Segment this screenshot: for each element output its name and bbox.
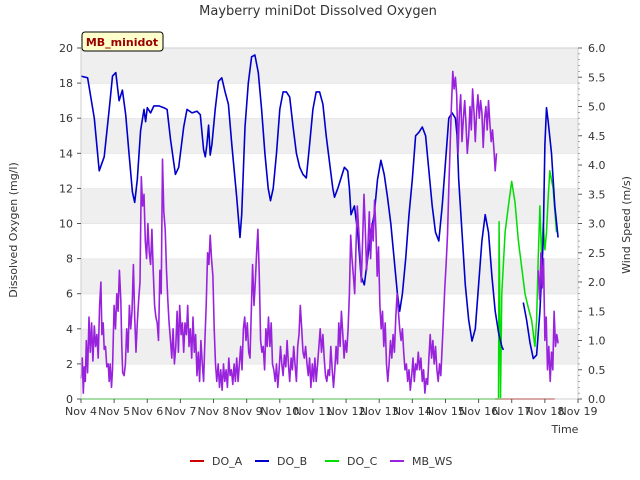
- grid-band: [81, 48, 578, 84]
- x-tick-label: Nov 4: [65, 405, 97, 418]
- y-right-tick-label: 4.0: [588, 159, 606, 172]
- y-right-tick-label: 3.5: [588, 188, 606, 201]
- legend-label: MB_WS: [412, 455, 452, 468]
- grid-band: [81, 223, 578, 259]
- series-line-do-b: [80, 54, 505, 351]
- y-left-tick-label: 12: [59, 182, 73, 195]
- legend-label: DO_B: [277, 455, 307, 468]
- series-line-do-b-late: [522, 106, 559, 360]
- y-left-tick-label: 8: [66, 253, 73, 266]
- x-tick-label: Nov 5: [98, 405, 130, 418]
- grid-band: [81, 118, 578, 154]
- y-left-tick-label: 10: [59, 218, 73, 231]
- x-tick-label: Nov 17: [492, 405, 531, 418]
- y-right-tick-label: 2.5: [588, 247, 606, 260]
- y-right-tick-label: 0.5: [588, 364, 606, 377]
- x-tick-label: Nov 12: [327, 405, 366, 418]
- y-axis-left-label: Dissolved Oxygen (mg/l): [7, 162, 20, 297]
- x-tick-label: Nov 15: [426, 405, 465, 418]
- x-tick-label: Nov 18: [525, 405, 564, 418]
- y-right-tick-label: 2.0: [588, 276, 606, 289]
- y-axis-right: 0.0 0.5 1.0 1.5 2.0 2.5 3.0 3.5 4.0 4.5 5.0 5.5 6.0: [578, 42, 606, 406]
- y-left-tick-label: 18: [59, 77, 73, 90]
- y-left-tick-label: 4: [66, 323, 73, 336]
- x-tick-label: Nov 14: [393, 405, 432, 418]
- y-right-tick-label: 6.0: [588, 42, 606, 55]
- x-tick-label: Nov 9: [231, 405, 263, 418]
- y-right-tick-label: 0.0: [588, 393, 606, 406]
- grid-band: [81, 188, 578, 224]
- site-label: MB_minidot: [86, 36, 158, 49]
- y-right-tick-label: 4.5: [588, 130, 606, 143]
- x-tick-label: Nov 8: [198, 405, 230, 418]
- x-tick-label: Nov 13: [360, 405, 399, 418]
- y-right-tick-label: 1.5: [588, 305, 606, 318]
- y-right-tick-label: 5.5: [588, 71, 606, 84]
- chart-title: Mayberry miniDot Dissolved Oxygen: [199, 4, 437, 19]
- x-axis-label: Time: [551, 423, 579, 436]
- y-left-tick-label: 16: [59, 112, 73, 125]
- grid-band: [81, 83, 578, 119]
- x-tick-label: Nov 6: [131, 405, 163, 418]
- legend-label: DO_C: [347, 455, 378, 468]
- site-label-box: MB_minidot: [81, 31, 164, 52]
- y-left-tick-label: 2: [66, 358, 73, 371]
- x-tick-label: Nov 16: [459, 405, 498, 418]
- y-left-tick-label: 14: [59, 147, 73, 160]
- x-tick-label: Nov 11: [293, 405, 332, 418]
- y-right-tick-label: 1.0: [588, 335, 606, 348]
- y-right-tick-label: 3.0: [588, 218, 606, 231]
- site-label-background: [81, 31, 164, 52]
- legend: DO_A DO_B DO_C MB_WS: [190, 455, 452, 468]
- y-left-tick-label: 6: [66, 288, 73, 301]
- series-line-mb-ws: [80, 70, 498, 394]
- grid-bands: [81, 47, 578, 399]
- y-axis-left: 0 2 4 6 8 10 12 14 16 18 20: [59, 42, 81, 406]
- grid-band: [81, 258, 578, 294]
- y-right-tick-label: 5.0: [588, 101, 606, 114]
- x-tick-label: Nov 7: [164, 405, 196, 418]
- x-tick-label: Nov 19: [559, 405, 598, 418]
- legend-label: DO_A: [212, 455, 243, 468]
- series-line-do-c: [81, 170, 558, 400]
- y-axis-right-label: Wind Speed (m/s): [620, 176, 633, 274]
- x-tick-label: Nov 10: [260, 405, 299, 418]
- y-left-tick-label: 0: [66, 393, 73, 406]
- series-line-mb-ws-late: [537, 252, 559, 383]
- y-left-tick-label: 20: [59, 42, 73, 55]
